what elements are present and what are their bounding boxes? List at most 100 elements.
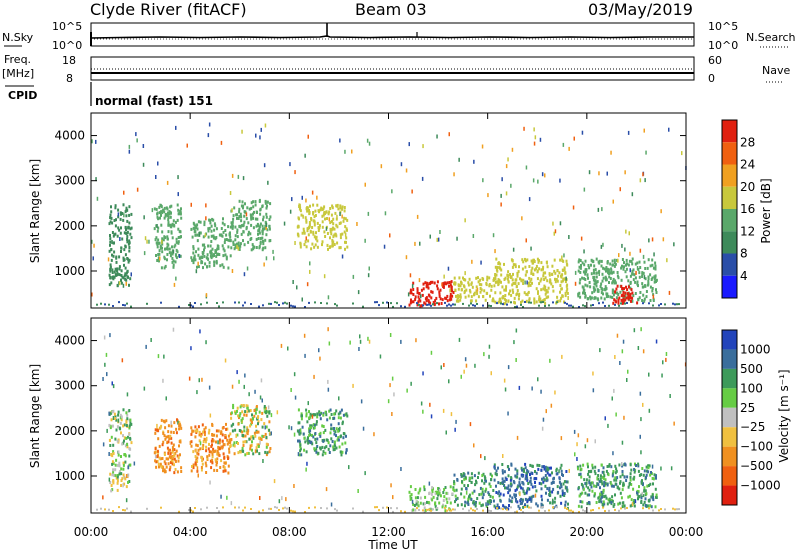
echo-cell (234, 428, 237, 432)
echo-cell (651, 263, 654, 267)
echo-cell (617, 258, 619, 263)
x-axis-title: Time UT (367, 538, 418, 552)
echo-cell (615, 467, 618, 471)
echo-cell (600, 287, 603, 291)
echo-cell (603, 297, 606, 301)
echo-cell (262, 242, 265, 246)
echo-cell (422, 502, 425, 506)
echo-cell (273, 256, 275, 261)
echo-cell (160, 465, 163, 469)
echo-cell (647, 275, 650, 279)
velocity-ylabel: Slant Range [km] (28, 364, 42, 468)
echo-cell (658, 304, 660, 307)
echo-cell (109, 234, 111, 237)
echo-cell (617, 502, 620, 506)
echo-cell (579, 492, 582, 496)
echo-cell (592, 388, 595, 393)
echo-cell (576, 457, 578, 461)
echo-cell (446, 299, 449, 303)
echo-cell (258, 244, 261, 248)
echo-cell (245, 440, 248, 444)
echo-cell (326, 217, 328, 220)
echo-cell (316, 245, 319, 249)
echo-cell (332, 235, 335, 239)
echo-cell (210, 256, 213, 260)
echo-cell (614, 281, 617, 285)
nsky-trace (90, 35, 694, 39)
echo-cell (218, 305, 220, 308)
echo-cell (511, 147, 514, 152)
echo-cell (555, 278, 558, 281)
echo-cell (319, 447, 322, 451)
echo-cell (159, 462, 162, 466)
echo-cell (520, 486, 523, 490)
echo-cell (168, 468, 171, 472)
echo-cell (564, 485, 567, 490)
echo-cell (201, 377, 203, 382)
echo-cell (242, 224, 245, 228)
echo-cell (256, 449, 258, 453)
echo-cell (252, 452, 255, 456)
echo-cell (423, 488, 426, 492)
echo-cell (521, 499, 524, 503)
echo-cell (643, 128, 645, 133)
echo-cell (676, 303, 678, 306)
echo-cell (418, 278, 421, 283)
echo-cell (332, 240, 335, 244)
echo-cell (423, 506, 426, 510)
echo-cell (592, 268, 595, 272)
echo-cell (178, 254, 181, 258)
echo-cell (120, 250, 122, 253)
echo-cell (482, 304, 484, 307)
echo-cell (143, 251, 146, 256)
echo-cell (582, 291, 584, 295)
echo-cell (124, 266, 127, 270)
echo-cell (614, 279, 617, 283)
echo-cell (524, 273, 527, 277)
echo-cell (122, 218, 125, 222)
echo-cell (109, 333, 111, 338)
echo-cell (631, 192, 634, 197)
echo-cell (161, 242, 164, 246)
echo-cell (264, 411, 267, 415)
echo-cell (208, 442, 210, 446)
echo-cell (316, 195, 318, 200)
echo-cell (114, 474, 117, 478)
echo-cell (434, 501, 437, 505)
echo-cell (528, 487, 531, 491)
echo-cell (525, 292, 528, 296)
echo-cell (588, 475, 591, 479)
echo-cell (337, 416, 340, 420)
echo-cell (128, 249, 131, 253)
echo-cell (171, 462, 174, 466)
echo-cell (222, 230, 225, 234)
echo-cell (629, 475, 632, 479)
echo-cell (470, 472, 473, 476)
echo-cell (651, 237, 654, 242)
echo-cell (537, 179, 539, 184)
echo-cell (644, 267, 647, 270)
station-title: Clyde River (fitACF) (90, 0, 247, 19)
echo-cell (648, 302, 650, 305)
echo-cell (339, 236, 342, 240)
echo-cell (111, 460, 114, 464)
echo-cell (554, 271, 557, 275)
echo-cell (634, 276, 637, 280)
echo-cell (529, 473, 531, 476)
echo-cell (437, 237, 440, 242)
echo-cell (586, 284, 589, 288)
echo-cell (326, 243, 329, 247)
echo-cell (513, 340, 515, 345)
echo-cell (228, 232, 231, 236)
echo-cell (156, 455, 159, 459)
echo-cell (564, 291, 567, 295)
echo-cell (406, 388, 408, 393)
echo-cell (627, 263, 630, 267)
echo-cell (485, 282, 488, 285)
echo-cell (453, 276, 456, 280)
echo-cell (306, 461, 308, 466)
echo-cell (124, 210, 127, 214)
echo-cell (169, 223, 172, 227)
echo-cell (264, 425, 266, 430)
echo-cell (214, 458, 217, 462)
